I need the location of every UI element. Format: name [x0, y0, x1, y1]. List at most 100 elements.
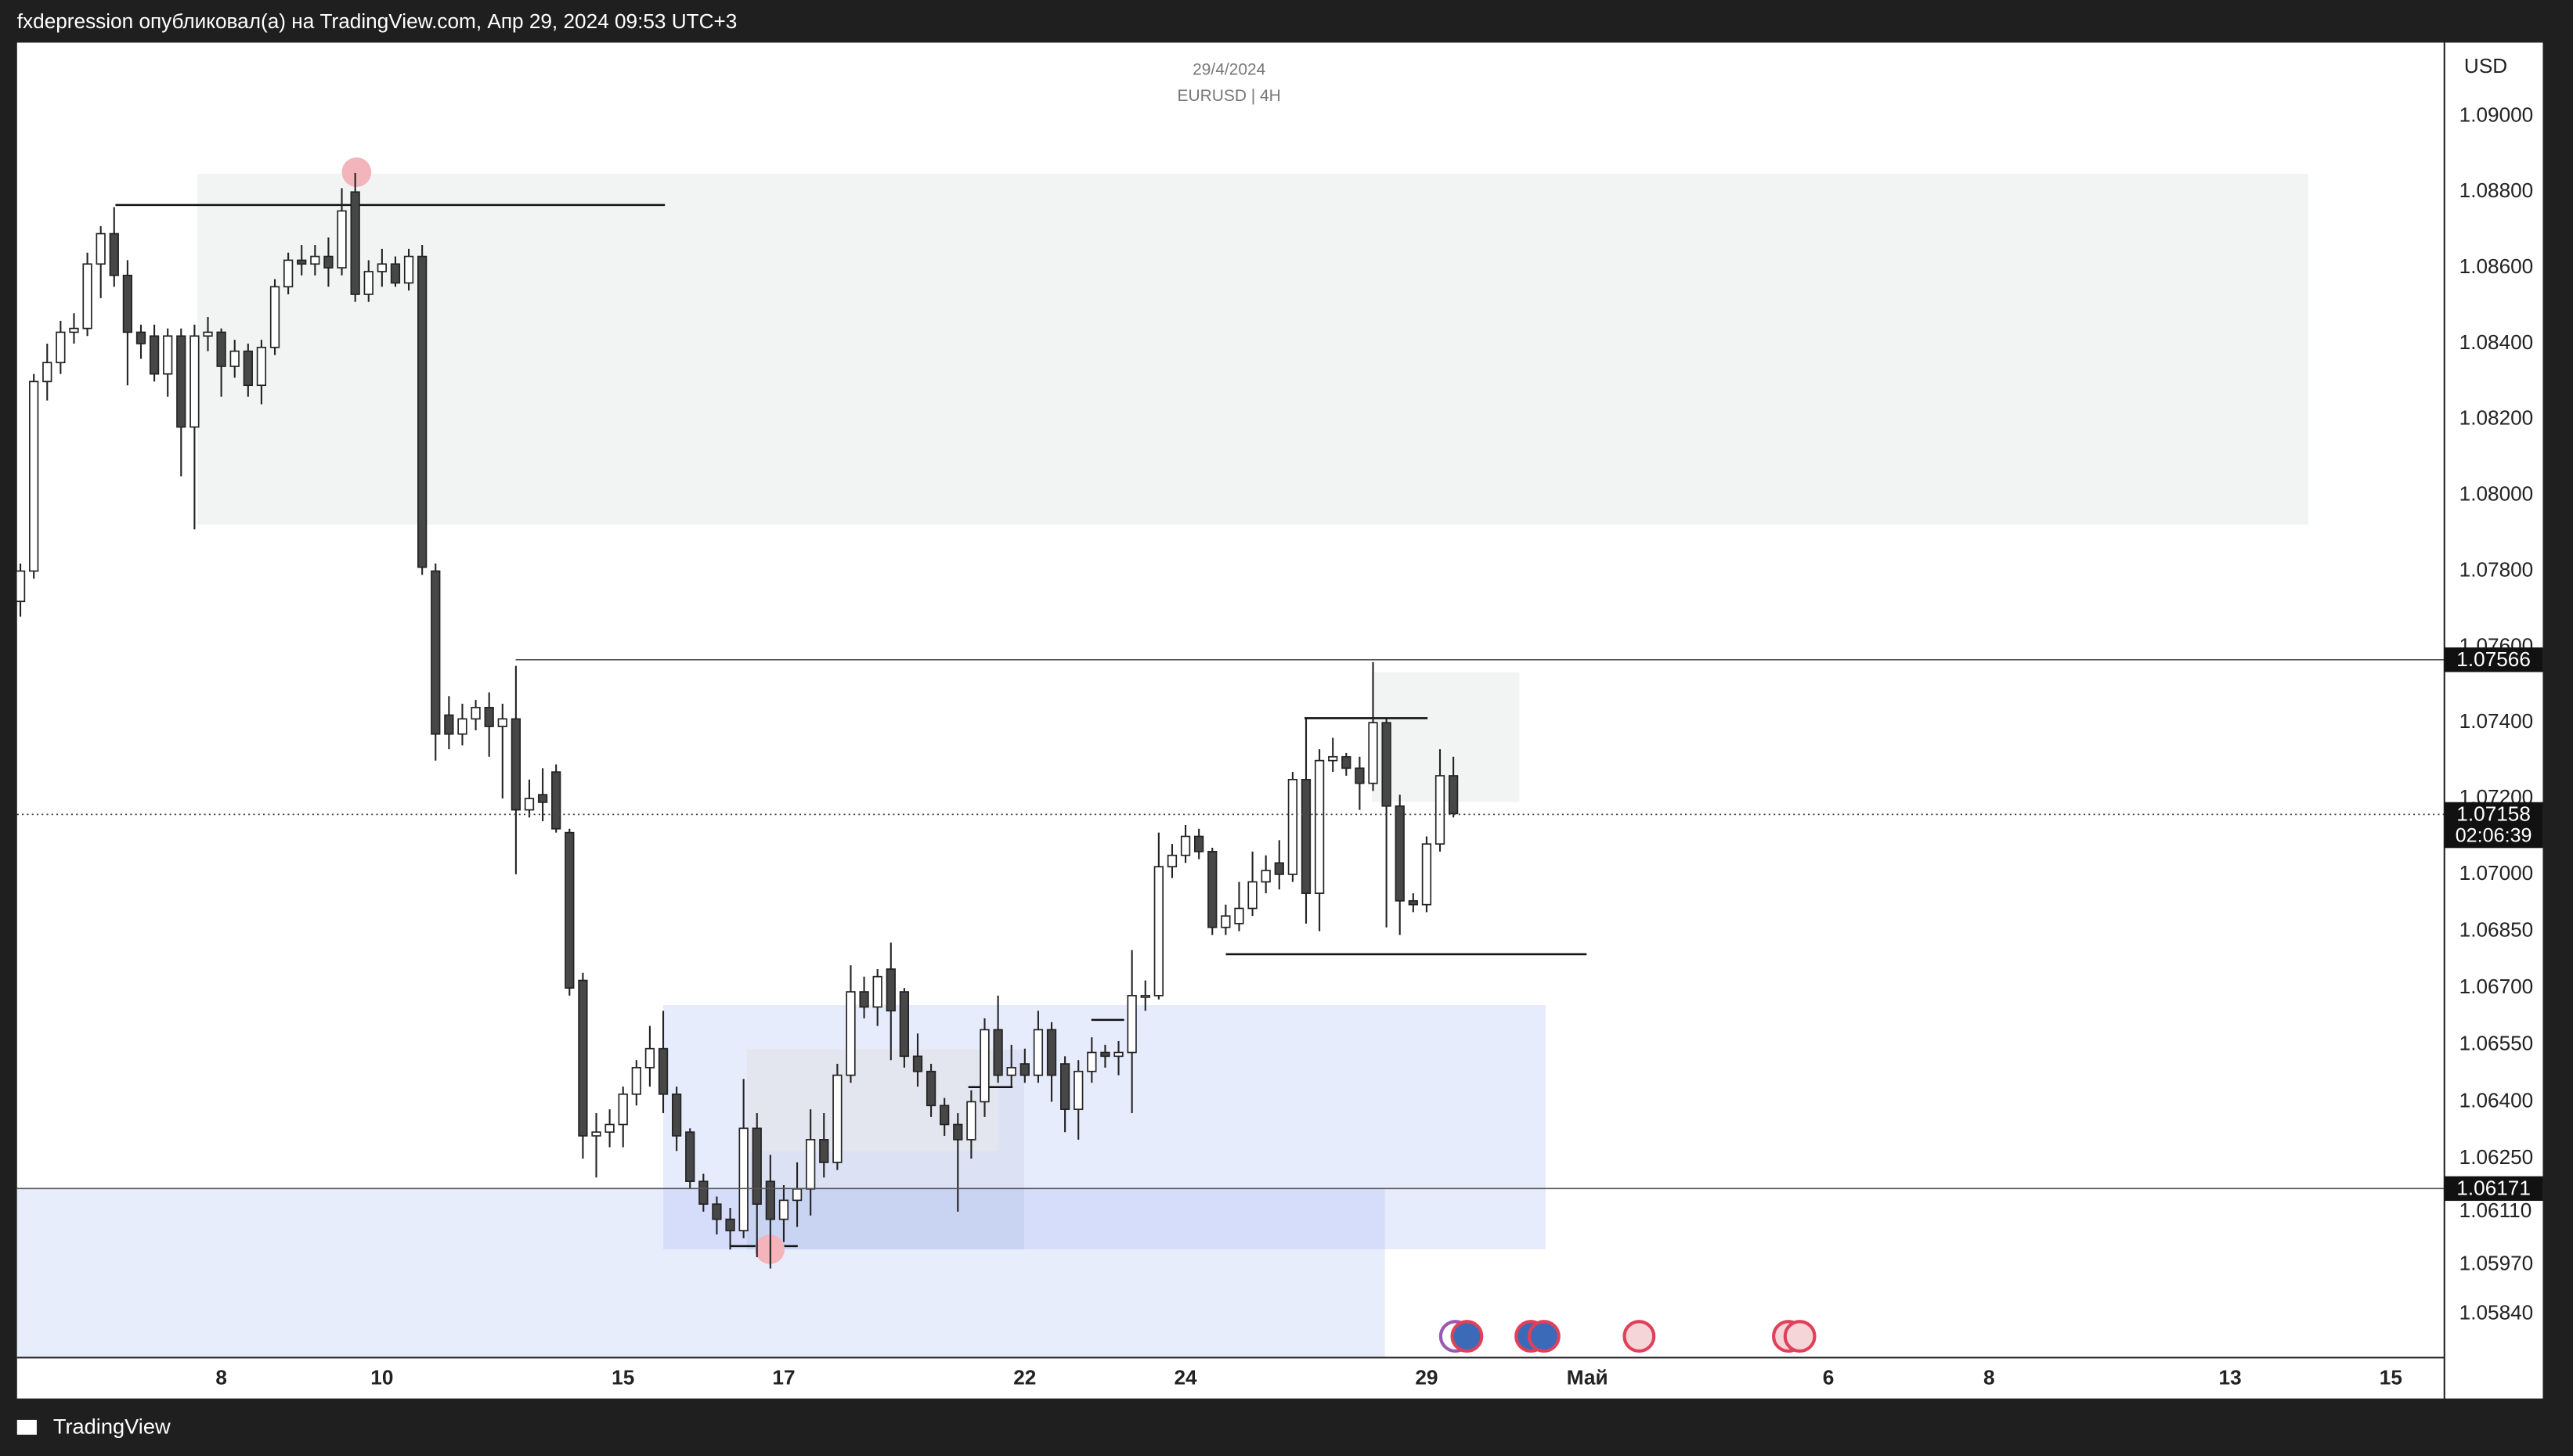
- x-tick-label: 15: [2380, 1365, 2402, 1389]
- candle-body: [565, 831, 575, 989]
- candle-body: [685, 1131, 695, 1182]
- x-tick-label: 24: [1174, 1365, 1197, 1389]
- candle-body: [82, 263, 92, 330]
- candle-body: [1207, 851, 1218, 928]
- candle-body: [203, 331, 213, 337]
- y-tick-label: 1.05840: [2459, 1301, 2534, 1324]
- candle-body: [1127, 995, 1137, 1054]
- candle-body: [926, 1070, 936, 1107]
- y-tick-label: 1.06700: [2459, 975, 2534, 998]
- candle-body: [591, 1131, 601, 1137]
- candle-body: [1421, 843, 1432, 906]
- candle-body: [1314, 759, 1325, 894]
- candle-body: [1395, 805, 1405, 902]
- y-tick-label: 1.06110: [2459, 1198, 2532, 1222]
- candle-body: [350, 191, 360, 295]
- candle-body: [778, 1199, 789, 1220]
- price-label-box: [2444, 647, 2543, 672]
- brand: TradingView: [53, 1415, 171, 1439]
- candle-body: [1381, 722, 1391, 807]
- candle-body: [1301, 779, 1312, 894]
- candle-body: [752, 1127, 762, 1206]
- countdown: 02:06:39: [2456, 824, 2532, 846]
- candle-body: [604, 1123, 615, 1133]
- candle-body: [1006, 1067, 1016, 1076]
- candle-body: [390, 263, 401, 284]
- zone: [1371, 672, 1520, 802]
- y-tick-label: 1.06400: [2459, 1088, 2534, 1112]
- candle-body: [1408, 899, 1418, 906]
- price-label: 1.07566: [2456, 647, 2531, 671]
- y-axis-label: USD: [2464, 54, 2507, 77]
- candle-body: [1341, 755, 1351, 769]
- candle-body: [859, 991, 869, 1008]
- x-tick-label: 8: [215, 1365, 227, 1389]
- candle-body: [1261, 870, 1271, 883]
- candle-body: [792, 1188, 803, 1202]
- event-icon[interactable]: [1622, 1320, 1656, 1353]
- candle-body: [297, 259, 307, 265]
- candle-body: [417, 255, 428, 568]
- y-tick-label: 1.09000: [2459, 103, 2534, 126]
- candle-body: [832, 1074, 843, 1163]
- candle-body: [1287, 779, 1298, 875]
- candle-body: [846, 991, 856, 1076]
- candle-body: [511, 718, 521, 811]
- candle-body: [189, 335, 200, 428]
- candle-body: [537, 794, 548, 803]
- candle-body: [658, 1047, 669, 1095]
- candle-body: [1247, 881, 1258, 910]
- candle-body: [940, 1105, 950, 1126]
- x-tick-label: 10: [370, 1365, 393, 1389]
- y-tick-label: 1.06250: [2459, 1145, 2534, 1169]
- candle-body: [29, 380, 39, 572]
- candle-body: [96, 232, 106, 265]
- candle-body: [163, 335, 173, 375]
- candle-body: [431, 570, 441, 735]
- y-tick-label: 1.08000: [2459, 482, 2534, 506]
- candle-body: [377, 263, 387, 272]
- candle-body: [1180, 835, 1191, 856]
- candle-body: [69, 327, 79, 333]
- x-tick-label: 13: [2219, 1365, 2242, 1389]
- candle-body: [457, 718, 467, 735]
- candle-body: [1153, 866, 1164, 996]
- candle-body: [912, 1055, 923, 1072]
- candle-body: [471, 706, 481, 720]
- candle-body: [1113, 1051, 1124, 1058]
- candle-body: [765, 1180, 775, 1220]
- candle-body: [1234, 907, 1244, 924]
- chart-subtitle: EURUSD | 4H: [1178, 87, 1281, 105]
- candle-body: [109, 232, 119, 276]
- candle-body: [1194, 835, 1204, 852]
- candle-body: [1087, 1051, 1097, 1072]
- chart-title: 29/4/2024: [1193, 61, 1266, 79]
- y-tick-label: 1.08400: [2459, 330, 2534, 354]
- candle-body: [363, 271, 374, 295]
- candle-body: [725, 1218, 735, 1231]
- candle-body: [712, 1203, 722, 1220]
- candle-body: [1059, 1063, 1070, 1110]
- logo[interactable]: TradingView: [16, 1415, 171, 1439]
- highlight-circle: [341, 157, 372, 187]
- candle-body: [56, 331, 66, 364]
- candle-body: [1355, 767, 1365, 784]
- candle-body: [15, 570, 26, 603]
- event-icon[interactable]: [1450, 1320, 1484, 1353]
- candle-body: [1100, 1051, 1110, 1058]
- candle-body: [497, 718, 507, 727]
- candle-body: [403, 255, 414, 284]
- x-tick-label: 22: [1013, 1365, 1036, 1389]
- candle-body: [953, 1123, 963, 1141]
- footer: [0, 1398, 2573, 1456]
- event-icons: [1438, 1320, 1817, 1353]
- event-icon[interactable]: [1527, 1320, 1561, 1353]
- candle-body: [671, 1093, 682, 1137]
- candle-body: [980, 1029, 990, 1103]
- y-tick-label: 1.07400: [2459, 709, 2534, 733]
- candle-body: [1448, 775, 1459, 815]
- candle-body: [337, 210, 347, 268]
- candle-body: [1033, 1029, 1044, 1076]
- event-icon[interactable]: [1783, 1320, 1817, 1353]
